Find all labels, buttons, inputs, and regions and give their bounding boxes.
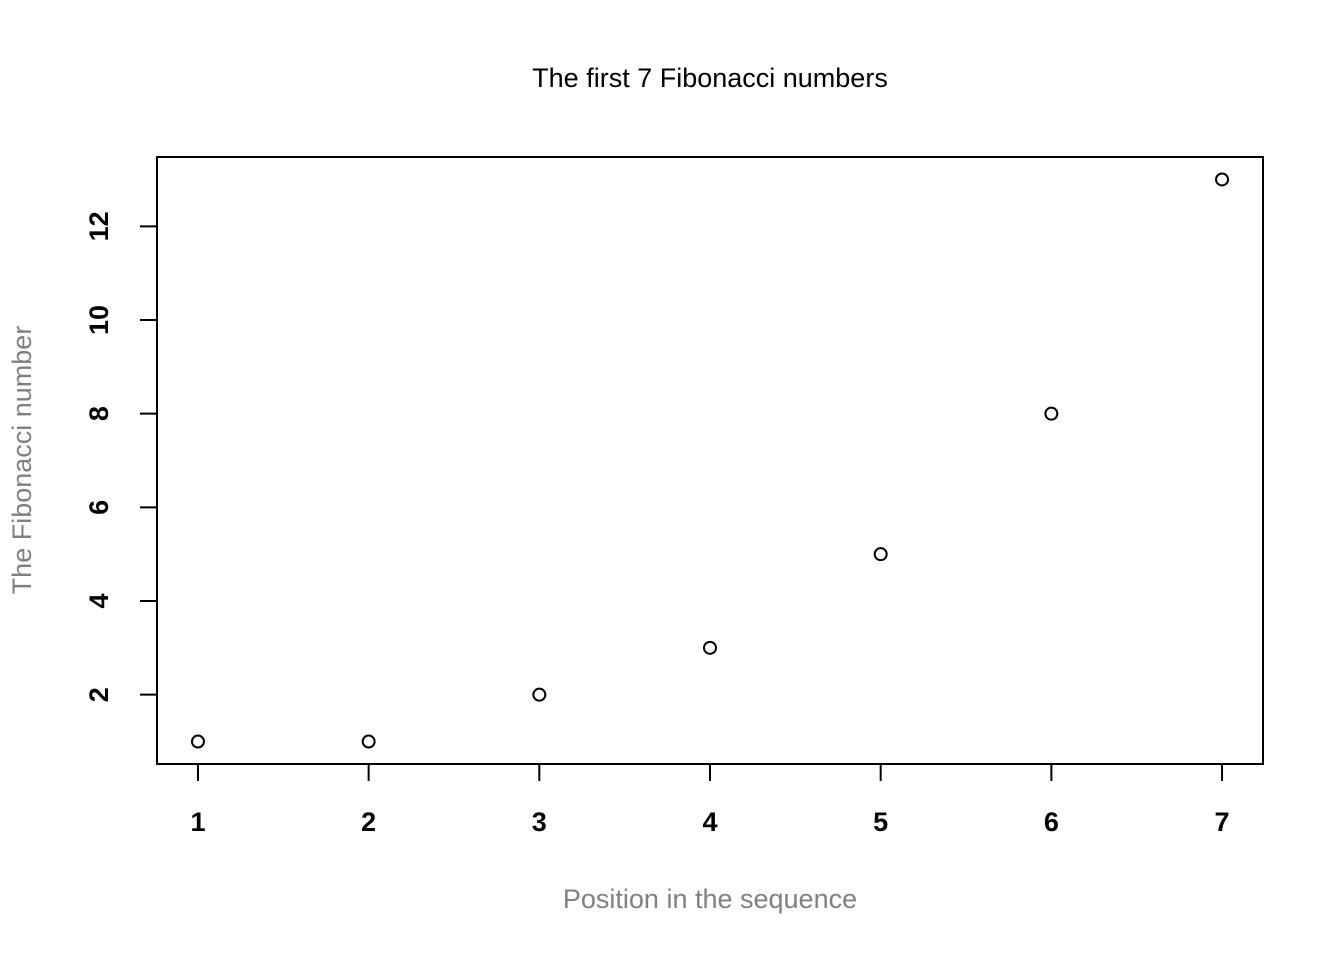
point (1215, 172, 1230, 187)
point (703, 640, 717, 655)
point (873, 547, 888, 562)
point (532, 687, 547, 702)
point (190, 734, 205, 749)
y-tick-label: 8 (84, 406, 114, 421)
x-tick-label: 3 (532, 807, 547, 837)
y-tick-label: 6 (84, 500, 114, 515)
plot-box (156, 156, 1264, 765)
x-tick-label: 2 (361, 807, 376, 837)
x-tick-label: 4 (702, 807, 717, 837)
point (1044, 406, 1059, 421)
point (361, 734, 376, 749)
y-tick-label: 10 (84, 305, 114, 335)
x-tick-label: 7 (1215, 807, 1230, 837)
x-axis-label: Position in the sequence (563, 884, 857, 914)
y-tick-label: 4 (84, 593, 114, 608)
chart-title: The first 7 Fibonacci numbers (532, 63, 888, 93)
y-axis-label: The Fibonacci number (7, 326, 37, 595)
x-tick-label: 6 (1044, 807, 1059, 837)
y-tick-label: 2 (84, 687, 114, 702)
x-tick-label: 5 (873, 807, 888, 837)
y-tick-label: 12 (84, 211, 114, 241)
x-tick-label: 1 (190, 807, 205, 837)
